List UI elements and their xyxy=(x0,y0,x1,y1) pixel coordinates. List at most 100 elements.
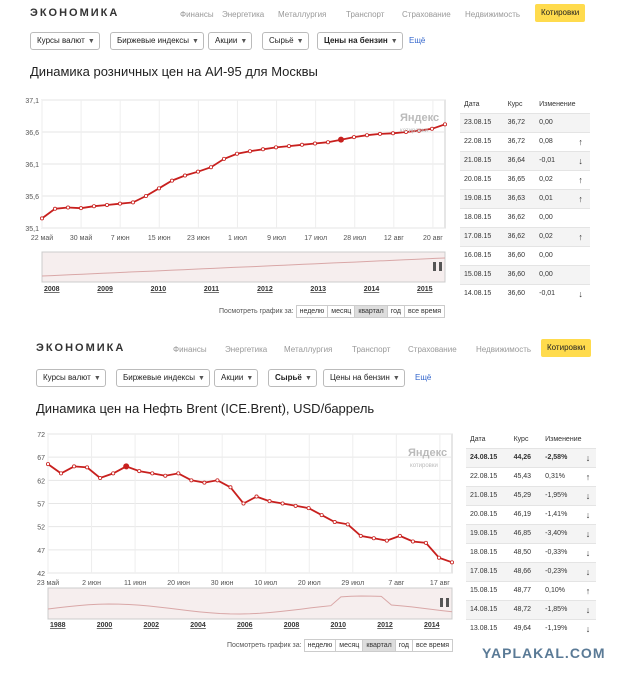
cell-rate: 36,72 xyxy=(503,131,536,151)
period-all[interactable]: все время xyxy=(404,305,446,318)
y-tick-label: 62 xyxy=(37,478,45,485)
filter-more-link[interactable]: Ещё xyxy=(415,373,432,382)
nav-metallurgy[interactable]: Металлургия xyxy=(284,345,333,354)
table-row[interactable]: 23.08.15 36,72 0,00 xyxy=(460,112,590,132)
chevron-down-icon: ▼ xyxy=(93,375,101,382)
table-row[interactable]: 16.08.15 36,60 0,00 xyxy=(460,245,590,265)
cell-date: 13.08.15 xyxy=(466,618,510,638)
table-row[interactable]: 22.08.15 36,72 0,08 ↑ xyxy=(460,131,590,151)
table-row[interactable]: 15.08.15 48,77 0,10% ↑ xyxy=(466,580,596,600)
overview-year-label: 2015 xyxy=(417,286,433,293)
data-point xyxy=(66,205,71,210)
dropdown-commodities[interactable]: Сырьё ▼ xyxy=(262,32,309,50)
table-row[interactable]: 18.08.15 36,62 0,00 xyxy=(460,207,590,227)
nav-transport[interactable]: Транспорт xyxy=(352,345,391,354)
nav-energy[interactable]: Энергетика xyxy=(222,10,265,19)
drag-handle-icon[interactable] xyxy=(433,262,436,271)
data-point xyxy=(397,533,402,538)
dropdown-label: Цены на бензин xyxy=(330,373,390,382)
cell-change: -1,41% xyxy=(541,504,580,524)
price-chart-brent[interactable]: 42 47 52 57 62 67 72 23 май 2 июн 11 июн 20 июн 30 … xyxy=(0,335,466,645)
yandex-logo: Яндекс xyxy=(408,447,448,459)
brand-logo[interactable]: ЭКОНОМИКА xyxy=(30,7,120,19)
nav-finance[interactable]: Финансы xyxy=(173,345,207,354)
arrow-down-icon: ↓ xyxy=(571,283,590,303)
nav-metallurgy[interactable]: Металлургия xyxy=(278,10,327,19)
cell-rate: 45,43 xyxy=(509,466,542,486)
cell-date: 17.08.15 xyxy=(466,561,510,581)
price-chart-ai95[interactable]: 35,1 35,6 36,1 36,6 37,1 22 май 30 май 7 июн 15 … xyxy=(0,0,460,300)
table-row[interactable]: 14.08.15 48,72 -1,85% ↓ xyxy=(466,599,596,619)
period-month[interactable]: месяц xyxy=(327,305,356,318)
period-quarter-active[interactable]: квартал xyxy=(362,639,396,652)
dropdown-indices[interactable]: Биржевые индексы ▼ xyxy=(116,369,210,387)
period-quarter-active[interactable]: квартал xyxy=(354,305,388,318)
table-row[interactable]: 15.08.15 36,60 0,00 xyxy=(460,264,590,284)
table-row[interactable]: 17.08.15 36,62 0,02 ↑ xyxy=(460,226,590,246)
table-row[interactable]: 22.08.15 45,43 0,31% ↑ xyxy=(466,466,596,486)
table-row[interactable]: 14.08.15 36,60 -0,01 ↓ xyxy=(460,283,590,303)
nav-energy[interactable]: Энергетика xyxy=(225,345,268,354)
nav-quotes-active[interactable]: Котировки xyxy=(541,339,592,357)
drag-handle-icon[interactable] xyxy=(440,598,443,607)
nav-quotes-active[interactable]: Котировки xyxy=(535,4,586,22)
dropdown-gasoline[interactable]: Цены на бензин ▼ xyxy=(317,32,403,50)
arrow-down-icon: ↓ xyxy=(579,561,596,581)
dropdown-currency[interactable]: Курсы валют ▼ xyxy=(30,32,100,50)
cell-date: 15.08.15 xyxy=(460,264,504,284)
dropdown-commodities[interactable]: Сырьё ▼ xyxy=(268,369,317,387)
no-change-icon xyxy=(571,207,590,227)
nav-transport[interactable]: Транспорт xyxy=(346,10,385,19)
dropdown-currency[interactable]: Курсы валют ▼ xyxy=(36,369,106,387)
nav-insurance[interactable]: Страхование xyxy=(402,10,451,19)
table-row[interactable]: 19.08.15 46,85 -3,40% ↓ xyxy=(466,523,596,543)
period-all[interactable]: все время xyxy=(412,639,454,652)
dropdown-stocks[interactable]: Акции ▼ xyxy=(214,369,259,387)
no-change-icon xyxy=(571,112,590,132)
table-row[interactable]: 20.08.15 46,19 -1,41% ↓ xyxy=(466,504,596,524)
top-nav: ЭКОНОМИКА Финансы Энергетика Металлургия… xyxy=(0,335,640,363)
y-tick-label: 35,6 xyxy=(25,194,39,201)
table-row[interactable]: 19.08.15 36,63 0,01 ↑ xyxy=(460,188,590,208)
dropdown-label: Сырьё xyxy=(269,36,294,45)
period-year[interactable]: год xyxy=(394,639,413,652)
drag-handle-icon[interactable] xyxy=(446,598,449,607)
top-nav: ЭКОНОМИКА Финансы Энергетика Металлургия… xyxy=(0,0,640,28)
y-tick-label: 47 xyxy=(37,548,45,555)
chevron-down-icon: ▼ xyxy=(246,375,254,382)
period-week[interactable]: неделю xyxy=(295,305,329,318)
cell-rate: 46,19 xyxy=(509,504,542,524)
table-row[interactable]: 21.08.15 36,64 -0,01 ↓ xyxy=(460,150,590,170)
table-row[interactable]: 18.08.15 48,50 -0,33% ↓ xyxy=(466,542,596,562)
series-line xyxy=(41,123,446,220)
dropdown-indices[interactable]: Биржевые индексы ▼ xyxy=(110,32,204,50)
y-tick-label: 67 xyxy=(37,455,45,462)
column-header: Курс xyxy=(507,100,523,108)
nav-insurance[interactable]: Страхование xyxy=(408,345,457,354)
nav-finance[interactable]: Финансы xyxy=(180,10,214,19)
dropdown-gasoline[interactable]: Цены на бензин ▼ xyxy=(323,369,405,387)
period-year[interactable]: год xyxy=(386,305,405,318)
table-row[interactable]: 13.08.15 49,64 -1,19% ↓ xyxy=(466,618,596,638)
table-row[interactable]: 21.08.15 45,29 -1,95% ↓ xyxy=(466,485,596,505)
table-row[interactable]: 24.08.15 44,26 -2,58% ↓ xyxy=(466,447,596,467)
data-point xyxy=(306,506,311,511)
table-row[interactable]: 17.08.15 48,66 -0,23% ↓ xyxy=(466,561,596,581)
table-row[interactable]: 20.08.15 36,65 0,02 ↑ xyxy=(460,169,590,189)
overview-year-label: 2014 xyxy=(424,622,440,629)
cell-change: 0,00 xyxy=(535,207,572,227)
period-week[interactable]: неделю xyxy=(303,639,337,652)
quote-panel-brent: ЭКОНОМИКА Финансы Энергетика Металлургия… xyxy=(0,335,640,680)
data-point xyxy=(332,520,337,525)
nav-realestate[interactable]: Недвижимость xyxy=(465,10,521,19)
period-month[interactable]: месяц xyxy=(335,639,364,652)
cell-rate: 48,72 xyxy=(509,599,542,619)
brand-logo[interactable]: ЭКОНОМИКА xyxy=(36,342,126,354)
dropdown-stocks[interactable]: Акции ▼ xyxy=(208,32,253,50)
drag-handle-icon[interactable] xyxy=(439,262,442,271)
cell-change: -3,40% xyxy=(541,523,580,543)
data-point xyxy=(449,560,454,565)
filter-more-link[interactable]: Ещё xyxy=(409,36,426,45)
nav-realestate[interactable]: Недвижимость xyxy=(476,345,532,354)
y-tick-label: 36,6 xyxy=(25,130,39,137)
